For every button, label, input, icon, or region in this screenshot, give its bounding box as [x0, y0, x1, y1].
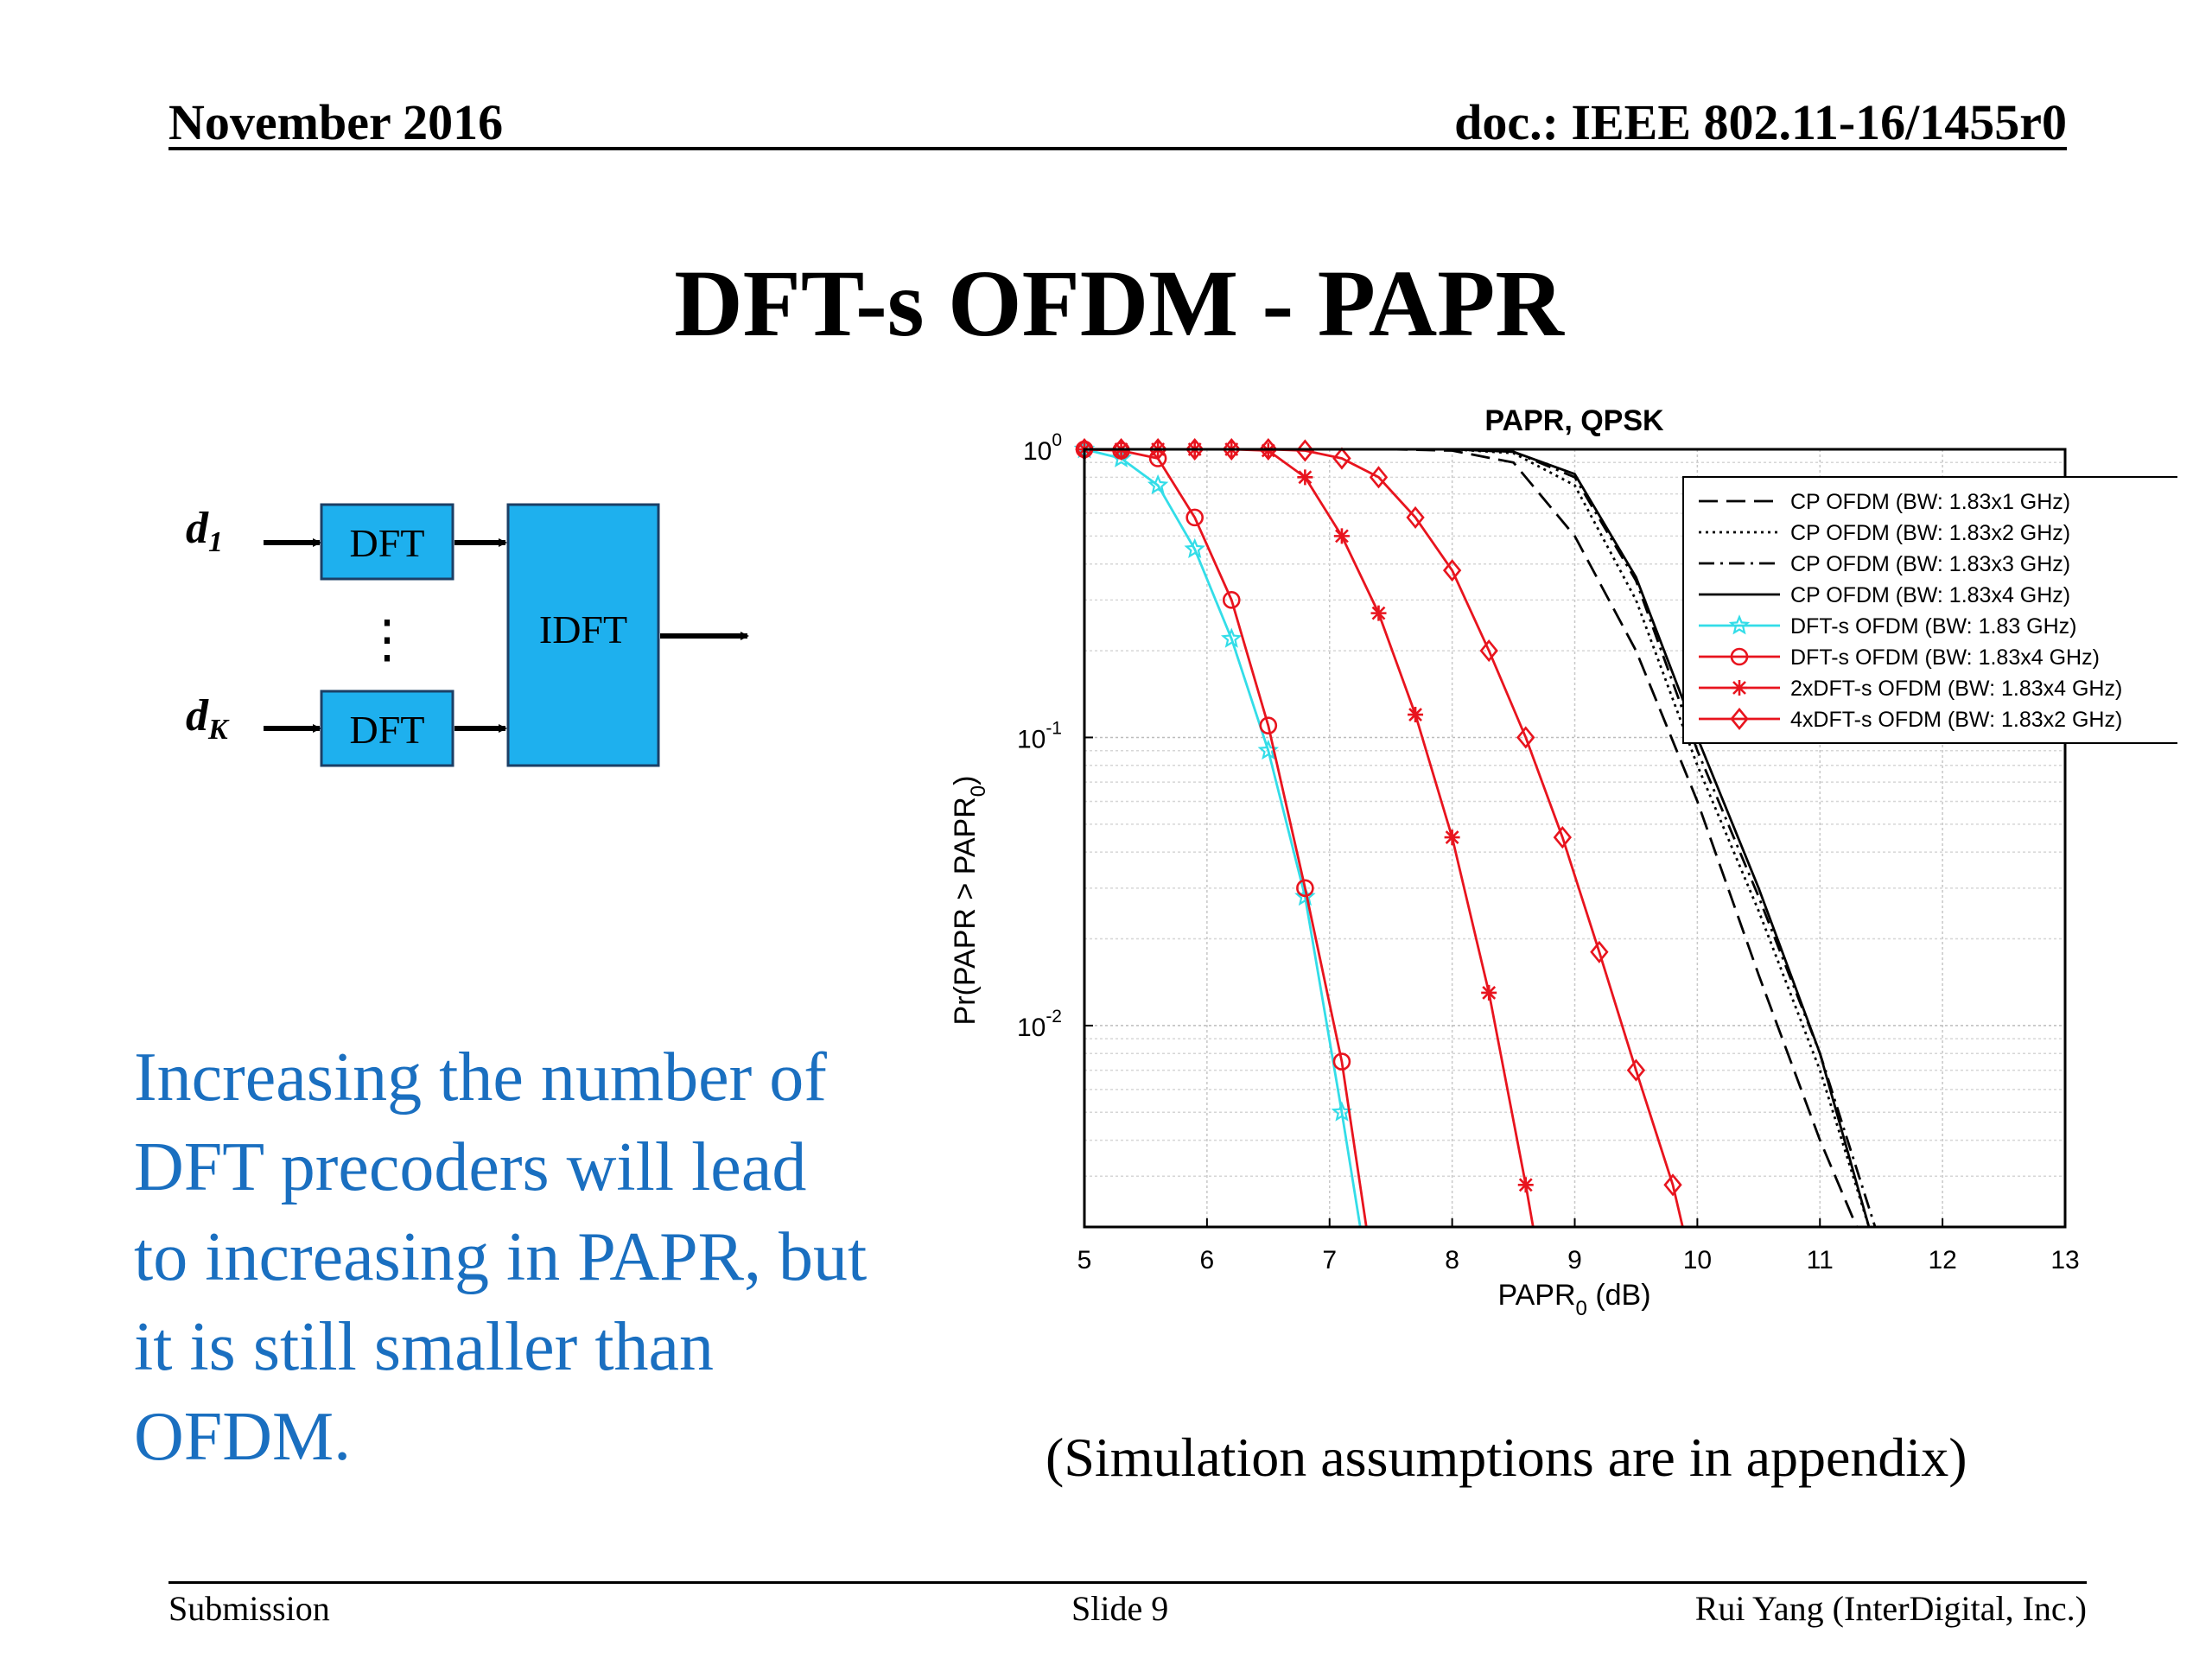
x-tick-label: 6	[1200, 1246, 1215, 1274]
diamond-marker	[1369, 466, 1389, 489]
asterisk-marker	[1732, 680, 1747, 696]
circle-marker	[1296, 879, 1314, 898]
asterisk-marker	[1297, 469, 1313, 486]
asterisk-marker	[1444, 830, 1460, 846]
series-group	[1075, 440, 1368, 1228]
series-line	[1084, 448, 1362, 1228]
body-text-line: to increasing in PAPR, but	[134, 1219, 868, 1295]
x-tick-label: 9	[1567, 1246, 1582, 1274]
diamond-marker	[1111, 437, 1131, 461]
body-text-line: OFDM.	[134, 1399, 352, 1475]
legend-label: 2xDFT-s OFDM (BW: 1.83x4 GHz)	[1790, 677, 2122, 701]
input-dk-label: dK	[186, 691, 230, 746]
diamond-marker	[1332, 447, 1351, 470]
ellipsis-dots: ⋮	[361, 611, 413, 668]
y-tick-label: 100	[1023, 430, 1062, 466]
chart-ticks: 5 6 7 8 9 10 11 12 13 100 10-1 10-2	[1017, 430, 2080, 1274]
dft-block-top	[320, 503, 454, 581]
x-tick-label: 8	[1445, 1246, 1459, 1274]
legend-label: CP OFDM (BW: 1.83x2 GHz)	[1790, 521, 2070, 545]
legend-label: 4xDFT-s OFDM (BW: 1.83x2 GHz)	[1790, 708, 2122, 732]
asterisk-marker	[1408, 707, 1424, 723]
x-tick-label: 7	[1322, 1246, 1337, 1274]
diamond-marker	[1222, 437, 1241, 461]
series-line	[1084, 448, 1684, 1228]
diamond-marker	[1516, 726, 1535, 749]
circle-marker	[1185, 508, 1204, 527]
dft-block-bottom	[320, 690, 454, 767]
x-tick-label: 13	[2050, 1246, 2079, 1274]
idft-block-label: IDFT	[539, 607, 627, 652]
diamond-marker	[1442, 559, 1462, 582]
header-rule	[168, 147, 2067, 150]
body-text: Increasing the number of DFT precoders w…	[134, 1033, 963, 1482]
legend-label: DFT-s OFDM (BW: 1.83x4 GHz)	[1790, 645, 2100, 670]
star-marker	[1220, 627, 1243, 648]
legend-label: CP OFDM (BW: 1.83x1 GHz)	[1790, 490, 2070, 514]
x-tick-label: 10	[1683, 1246, 1712, 1274]
star-marker	[1147, 474, 1169, 495]
x-axis-label: PAPR0 (dB)	[1497, 1279, 1650, 1320]
asterisk-marker	[1481, 984, 1497, 1001]
slide-title: DFT-s OFDM - PAPR	[674, 251, 1564, 356]
series-line	[1084, 448, 1368, 1228]
star-marker	[1184, 537, 1205, 559]
series-group	[1075, 437, 1684, 1228]
series-group	[1077, 442, 1535, 1228]
asterisk-marker	[1333, 528, 1350, 544]
diamond-marker	[1553, 826, 1572, 849]
dft-block-diagram: d1 DFT ⋮ dK DFT IDFT	[186, 503, 749, 767]
footer-submission: Submission	[168, 1589, 330, 1628]
chart-title: PAPR, QPSK	[1484, 404, 1664, 437]
legend-label: CP OFDM (BW: 1.83x3 GHz)	[1790, 552, 2070, 576]
diamond-marker	[1663, 1173, 1682, 1197]
star-marker	[1728, 614, 1751, 635]
series-group	[1084, 448, 1871, 1228]
header-doc-id: doc.: IEEE 802.11-16/1455r0	[1454, 94, 2067, 150]
papr-chart: PAPR, QPSK 5 6 7 8 9 10 11 12 13 100 10-1 10-2 PAPR…	[949, 404, 2177, 1320]
footer-slide-number: Slide 9	[1071, 1589, 1169, 1628]
y-tick-label: 10-1	[1017, 718, 1062, 753]
circle-marker	[1222, 591, 1241, 609]
x-tick-label: 5	[1077, 1246, 1092, 1274]
input-d1-label: d1	[186, 504, 223, 558]
chart-legend: CP OFDM (BW: 1.83x1 GHz) CP OFDM (BW: 1.8…	[1682, 476, 2177, 744]
diamond-marker	[1295, 439, 1315, 462]
simulation-note: (Simulation assumptions are in appendix)	[1046, 1427, 1967, 1488]
diamond-marker	[1259, 437, 1278, 461]
body-text-line: Increasing the number of	[134, 1039, 827, 1116]
legend-label: CP OFDM (BW: 1.83x4 GHz)	[1790, 583, 2070, 607]
body-text-line: it is still smaller than	[134, 1309, 715, 1385]
footer-rule	[168, 1581, 2087, 1584]
circle-marker	[1259, 716, 1278, 734]
diamond-marker	[1590, 940, 1609, 963]
dft-block-top-label: DFT	[350, 521, 425, 565]
circle-marker	[1332, 1052, 1351, 1071]
diamond-marker	[1730, 707, 1749, 731]
y-axis-label: Pr(PAPR > PAPR0)	[949, 776, 990, 1026]
diamond-marker	[1626, 1058, 1646, 1082]
asterisk-marker	[1517, 1177, 1534, 1193]
header-date: November 2016	[168, 94, 504, 150]
idft-block	[506, 503, 660, 767]
diamond-marker	[1148, 437, 1167, 461]
legend-label: DFT-s OFDM (BW: 1.83 GHz)	[1790, 614, 2077, 639]
series-group	[1073, 438, 1362, 1228]
diamond-marker	[1406, 505, 1425, 529]
dft-block-bottom-label: DFT	[350, 708, 425, 752]
diamond-marker	[1479, 639, 1498, 663]
asterisk-marker	[1370, 605, 1387, 621]
y-tick-label: 10-2	[1017, 1007, 1062, 1042]
series-line	[1084, 448, 1871, 1228]
legend-box	[1682, 476, 2177, 744]
diamond-marker	[1185, 437, 1205, 461]
body-text-line: DFT precoders will lead	[134, 1129, 807, 1205]
series-line	[1084, 448, 1535, 1228]
x-tick-label: 12	[1928, 1246, 1956, 1274]
circle-marker	[1730, 647, 1749, 666]
x-tick-label: 11	[1807, 1246, 1834, 1274]
footer-author: Rui Yang (InterDigital, Inc.)	[1694, 1589, 2087, 1628]
